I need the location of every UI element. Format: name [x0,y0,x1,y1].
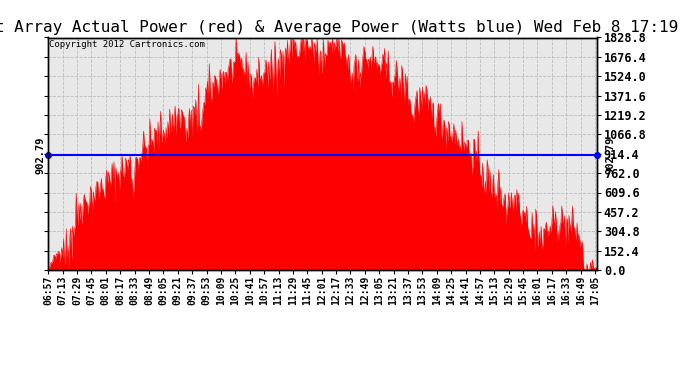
Title: East Array Actual Power (red) & Average Power (Watts blue) Wed Feb 8 17:19: East Array Actual Power (red) & Average … [0,20,679,35]
Text: Copyright 2012 Cartronics.com: Copyright 2012 Cartronics.com [50,40,205,49]
Text: 902.79: 902.79 [36,136,46,174]
Text: 902.79: 902.79 [605,136,615,174]
